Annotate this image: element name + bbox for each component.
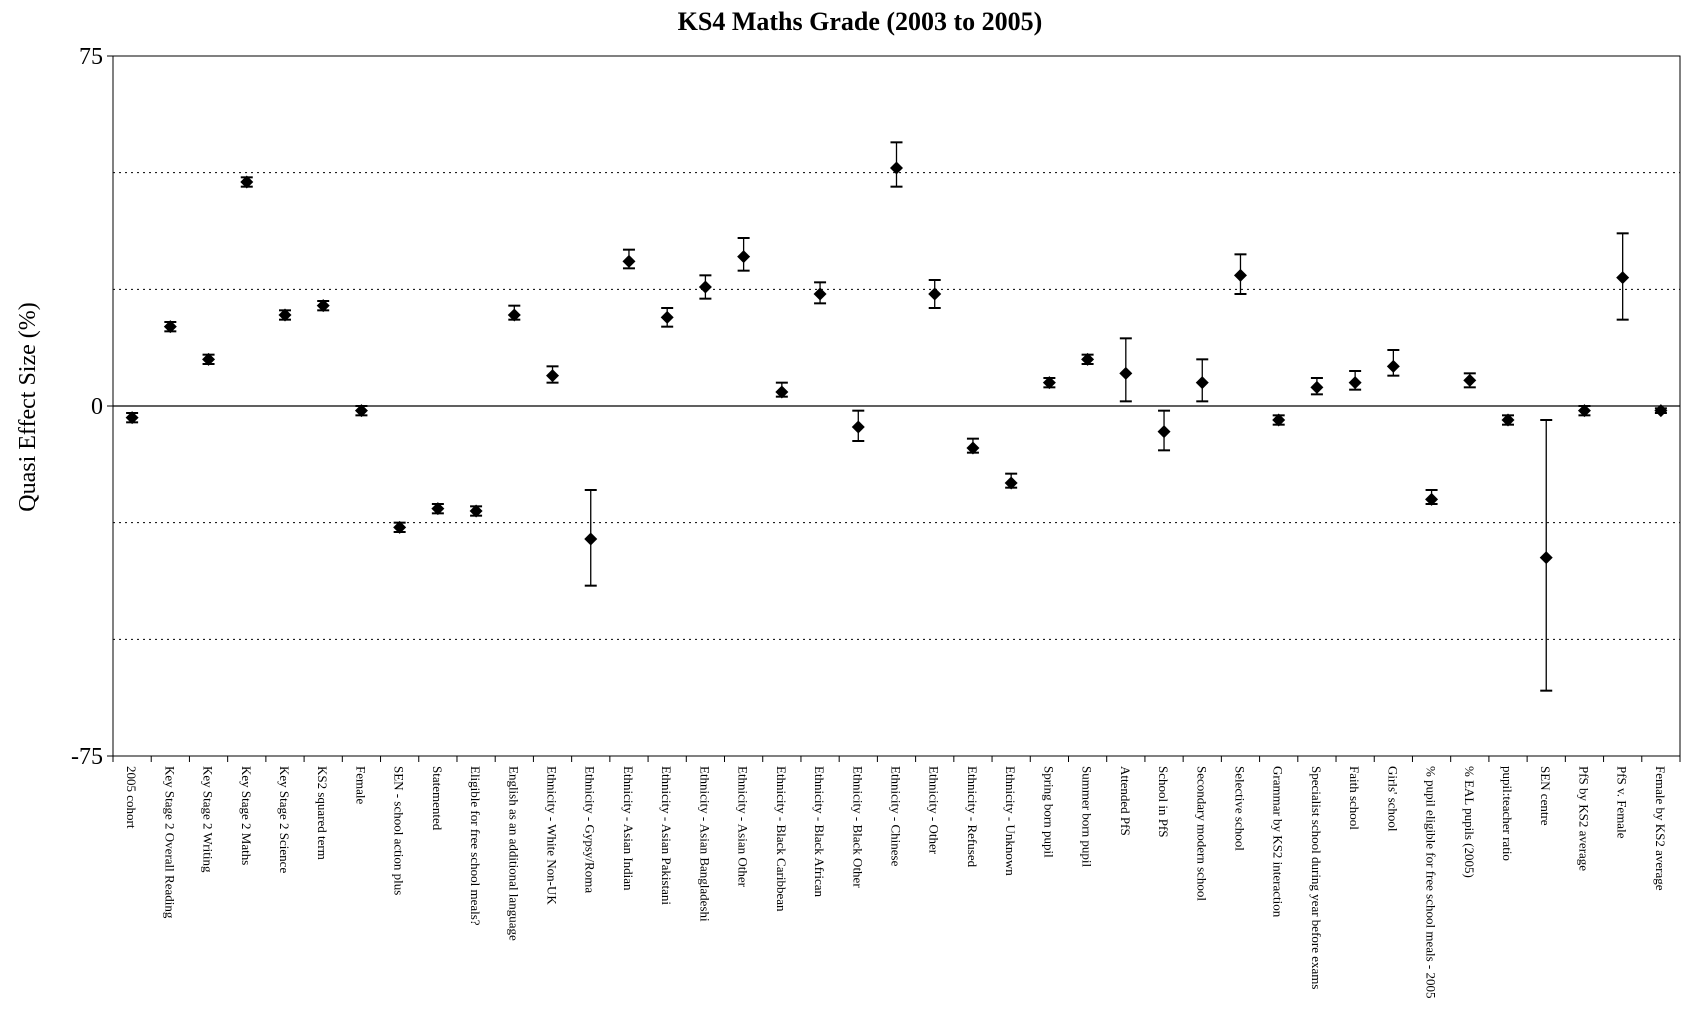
data-point: [1539, 551, 1553, 565]
chart-title: KS4 Maths Grade (2003 to 2005): [678, 7, 1043, 36]
y-tick-label: -75: [71, 744, 103, 770]
x-tick-label: Ethnicity - Asian Bangladeshi: [697, 766, 712, 922]
data-point: [1616, 271, 1630, 285]
data-point: [1654, 404, 1668, 418]
x-tick-label: Female by KS2 average: [1653, 766, 1668, 891]
x-tick-label: PfS by KS2 average: [1576, 766, 1591, 871]
x-tick-label: SEN - school action plus: [392, 766, 407, 895]
data-point: [507, 308, 521, 322]
data-point: [890, 161, 903, 175]
x-tick-label: % pupil eligible for free school meals -…: [1424, 766, 1439, 999]
data-point: [316, 299, 330, 313]
data-point: [1348, 376, 1362, 390]
data-point: [1386, 359, 1400, 373]
data-point: [1233, 268, 1247, 282]
y-tick-label: 0: [91, 394, 103, 420]
data-point: [1195, 376, 1209, 390]
x-tick-label: Eligible for free school meals?: [468, 766, 483, 926]
data-point: [202, 352, 216, 366]
x-tick-label: Ethnicity - Asian Pakistani: [659, 766, 674, 905]
data-point: [1119, 366, 1133, 380]
data-point: [737, 250, 751, 264]
x-tick-label: Key Stage 2 Science: [277, 766, 292, 873]
data-point: [1425, 492, 1439, 506]
x-tick-label: Faith school: [1347, 766, 1362, 830]
data-point: [354, 404, 368, 418]
x-tick-label: Specialist school during year before exa…: [1309, 766, 1324, 989]
data-point: [1577, 404, 1591, 418]
x-tick-label: Secondary modern school: [1194, 766, 1209, 901]
x-tick-label: Ethnicity - Black African: [812, 766, 827, 898]
x-tick-label: Attended PfS: [1118, 766, 1133, 836]
data-point: [125, 411, 139, 425]
data-point: [393, 520, 407, 534]
data-point: [698, 280, 712, 294]
x-tick-label: Selective school: [1232, 766, 1247, 851]
x-tick-label: Ethnicity - Chinese: [889, 766, 904, 867]
data-point: [1004, 476, 1018, 490]
x-tick-label: Statemented: [430, 766, 445, 831]
x-tick-label: Ethnicity - Asian Other: [736, 766, 751, 888]
data-point: [584, 532, 598, 546]
x-tick-label: Female: [353, 766, 368, 804]
x-tick-label: 2005 cohort: [124, 766, 139, 829]
data-point: [1501, 413, 1515, 427]
x-tick-label: Ethnicity - White Non-UK: [545, 766, 560, 905]
x-tick-labels: 2005 cohort Key Stage 2 Overall Reading Ke…: [112, 756, 1681, 999]
x-tick-label: Ethnicity - Unknown: [1003, 766, 1018, 876]
x-tick-label: Ethnicity - Other: [927, 766, 942, 855]
data-point: [966, 441, 980, 455]
data-point: [278, 308, 292, 322]
data-point: [1310, 380, 1324, 394]
x-tick-label: Key Stage 2 Writing: [201, 766, 216, 873]
x-tick-label: Spring born pupil: [1041, 766, 1056, 858]
x-tick-label: Ethnicity - Black Other: [850, 766, 865, 888]
data-point: [240, 175, 254, 189]
data-point: [469, 504, 483, 518]
x-tick-label: SEN centre: [1538, 766, 1553, 826]
data-point: [851, 420, 865, 434]
x-tick-label: Girls' school: [1385, 766, 1400, 832]
y-ticks: 75 0 -75: [71, 44, 113, 770]
data-point: [431, 502, 445, 516]
y-axis-label: Quasi Effect Size (%): [15, 302, 41, 511]
data-point: [622, 254, 636, 268]
data-point: [813, 287, 827, 301]
x-tick-label: Ethnicity - Refused: [965, 766, 980, 868]
x-tick-label: Key Stage 2 Overall Reading: [162, 766, 177, 919]
x-tick-label: KS2 squared term: [315, 766, 330, 860]
y-tick-label: 75: [79, 44, 103, 70]
x-tick-label: Ethnicity - Black Caribbean: [774, 766, 789, 912]
x-tick-label: Grammar by KS2 interaction: [1271, 766, 1286, 918]
data-point: [1463, 373, 1477, 387]
data-point: [1157, 425, 1171, 439]
x-tick-label: % EAL pupils (2005): [1462, 766, 1477, 878]
x-tick-label: Key Stage 2 Maths: [239, 766, 254, 865]
x-tick-label: School in PfS: [1156, 766, 1171, 838]
x-tick-label: Summer born pupil: [1080, 766, 1095, 867]
data-point: [1272, 413, 1286, 427]
x-tick-label: Ethnicity - Asian Indian: [621, 766, 636, 891]
data-point: [163, 320, 177, 334]
data-point: [660, 310, 674, 324]
x-tick-label: pupil:teacher ratio: [1500, 766, 1515, 861]
x-tick-label: PfS v. Female: [1615, 766, 1630, 839]
data-point: [546, 369, 560, 383]
data-point: [1042, 376, 1056, 390]
data-marks: [125, 141, 1668, 692]
data-point: [1081, 352, 1095, 366]
data-point: [775, 385, 789, 399]
data-point: [928, 287, 942, 301]
x-tick-label: English as an additional language: [506, 766, 521, 941]
x-tick-label: Ethnicity - Gypsy/Roma: [583, 766, 598, 893]
